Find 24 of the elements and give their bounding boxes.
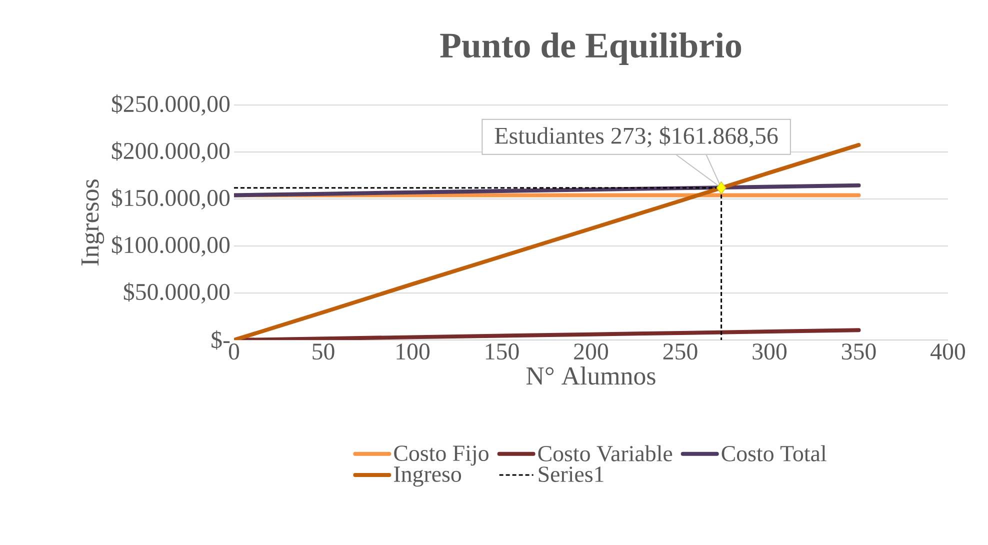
x-tick-label: 200 (574, 344, 608, 360)
legend-label: Costo Fijo (394, 446, 488, 466)
x-tick-label: 400 (930, 344, 966, 360)
y-tick-label: $- (212, 330, 230, 350)
annotation: Estudiantes 273; $161.868,56 (494, 126, 778, 148)
chart-title: Punto de Equilibrio (440, 32, 742, 65)
y-tick-label: $250.000,00 (112, 94, 230, 116)
x-tick-label: 0 (228, 344, 240, 360)
x-tick-label: 150 (486, 344, 519, 360)
y-tick-label: $200.000,00 (112, 142, 230, 162)
legend-label: Series1 (538, 466, 604, 482)
y-tick-label: $100.000,00 (112, 236, 230, 256)
legend-label: Costo Total (722, 445, 826, 462)
x-tick-label: 100 (396, 344, 430, 360)
y-axis-title: Ingresos (82, 180, 104, 266)
x-tick-label: 300 (752, 344, 787, 360)
y-tick-label: $150.000,00 (112, 188, 230, 210)
x-tick-label: 250 (663, 344, 698, 360)
x-tick-label: 50 (312, 344, 334, 360)
legend-label: Costo Variable (538, 445, 672, 462)
x-axis-title: N° Alumnos (526, 366, 656, 385)
legend-label: Ingreso (394, 466, 462, 487)
y-tick-label: $50.000,00 (124, 282, 230, 304)
x-tick-label: 350 (842, 344, 876, 360)
